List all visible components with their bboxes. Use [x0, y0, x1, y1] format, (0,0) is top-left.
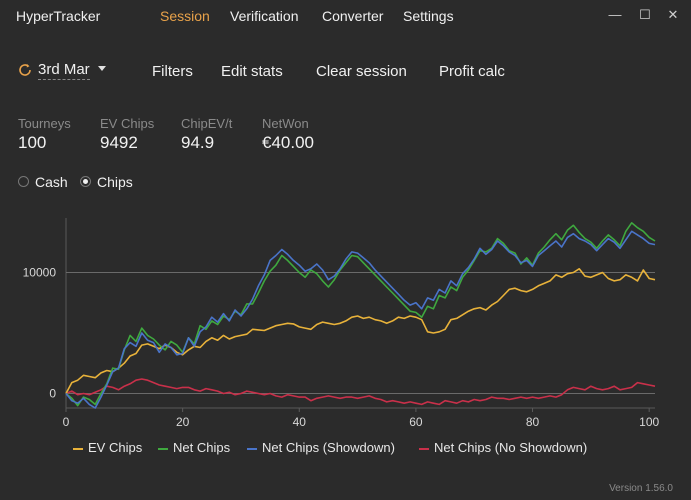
- tab-settings[interactable]: Settings: [403, 8, 454, 24]
- legend-net-chips-swatch: [158, 447, 168, 450]
- legend-net-no-showdown-swatch: [419, 447, 429, 450]
- legend-net-showdown[interactable]: Net Chips (Showdown): [247, 440, 395, 455]
- stat-ev-chips-value: 9492: [100, 133, 138, 152]
- legend-net-showdown-swatch: [247, 447, 257, 450]
- version-label: Version 1.56.0: [609, 483, 673, 494]
- close-button[interactable]: ✕: [667, 7, 679, 22]
- chevron-down-icon[interactable]: [98, 66, 106, 71]
- stat-tourneys-label: Tourneys: [18, 116, 71, 131]
- session-date-select[interactable]: 3rd Mar: [38, 61, 90, 80]
- x-tick-label: 60: [409, 415, 423, 429]
- profit-calc-button[interactable]: Profit calc: [439, 63, 505, 80]
- maximize-button[interactable]: ☐: [639, 7, 651, 22]
- stat-netwon-label: NetWon: [262, 116, 309, 131]
- chips-radio-dot[interactable]: [80, 176, 91, 187]
- legend-ev-chips[interactable]: EV Chips: [73, 440, 142, 455]
- legend-net-chips-label: Net Chips: [173, 440, 231, 455]
- series-line-net-chips-no-showdown: [65, 378, 656, 406]
- legend-net-no-showdown-label: Net Chips (No Showdown): [434, 440, 588, 455]
- x-tick-label: 100: [639, 415, 659, 429]
- refresh-icon[interactable]: [17, 62, 33, 78]
- y-tick-label: 0: [49, 386, 56, 400]
- profit-chart: 0 10000 0 20 40 60 80 100: [23, 218, 660, 429]
- x-tick-label: 80: [526, 415, 540, 429]
- legend-ev-chips-label: EV Chips: [88, 440, 143, 455]
- tab-converter[interactable]: Converter: [322, 8, 384, 24]
- filters-button[interactable]: Filters: [152, 63, 193, 80]
- minimize-button[interactable]: —: [608, 7, 622, 22]
- edit-stats-button[interactable]: Edit stats: [221, 63, 283, 80]
- tab-session[interactable]: Session: [160, 8, 210, 24]
- y-tick-label: 10000: [23, 265, 57, 279]
- stat-netwon-value: €40.00: [262, 133, 314, 152]
- legend-ev-chips-swatch: [73, 447, 83, 450]
- series-line-net-chips-showdown: [65, 230, 656, 409]
- chips-radio-label: Chips: [97, 174, 133, 190]
- x-tick-label: 0: [63, 415, 70, 429]
- title-bar: HyperTracker Session Verification Conver…: [0, 0, 691, 32]
- x-tick-label: 20: [176, 415, 190, 429]
- series-line-net-chips: [65, 222, 656, 407]
- legend-net-no-showdown[interactable]: Net Chips (No Showdown): [419, 440, 587, 455]
- legend-net-showdown-label: Net Chips (Showdown): [262, 440, 395, 455]
- stat-ev-chips-label: EV Chips: [100, 116, 155, 131]
- stat-chipev-label: ChipEV/t: [181, 116, 233, 131]
- clear-session-button[interactable]: Clear session: [316, 63, 407, 80]
- stat-chipev-value: 94.9: [181, 133, 215, 152]
- tab-verification[interactable]: Verification: [230, 8, 299, 24]
- app-title: HyperTracker: [16, 8, 101, 24]
- cash-radio-dot[interactable]: [18, 176, 29, 187]
- cash-radio-label: Cash: [35, 174, 68, 190]
- legend-net-chips[interactable]: Net Chips: [158, 440, 230, 455]
- series-line-ev-chips: [65, 267, 656, 394]
- stat-tourneys-value: 100: [18, 133, 47, 152]
- x-tick-label: 40: [293, 415, 307, 429]
